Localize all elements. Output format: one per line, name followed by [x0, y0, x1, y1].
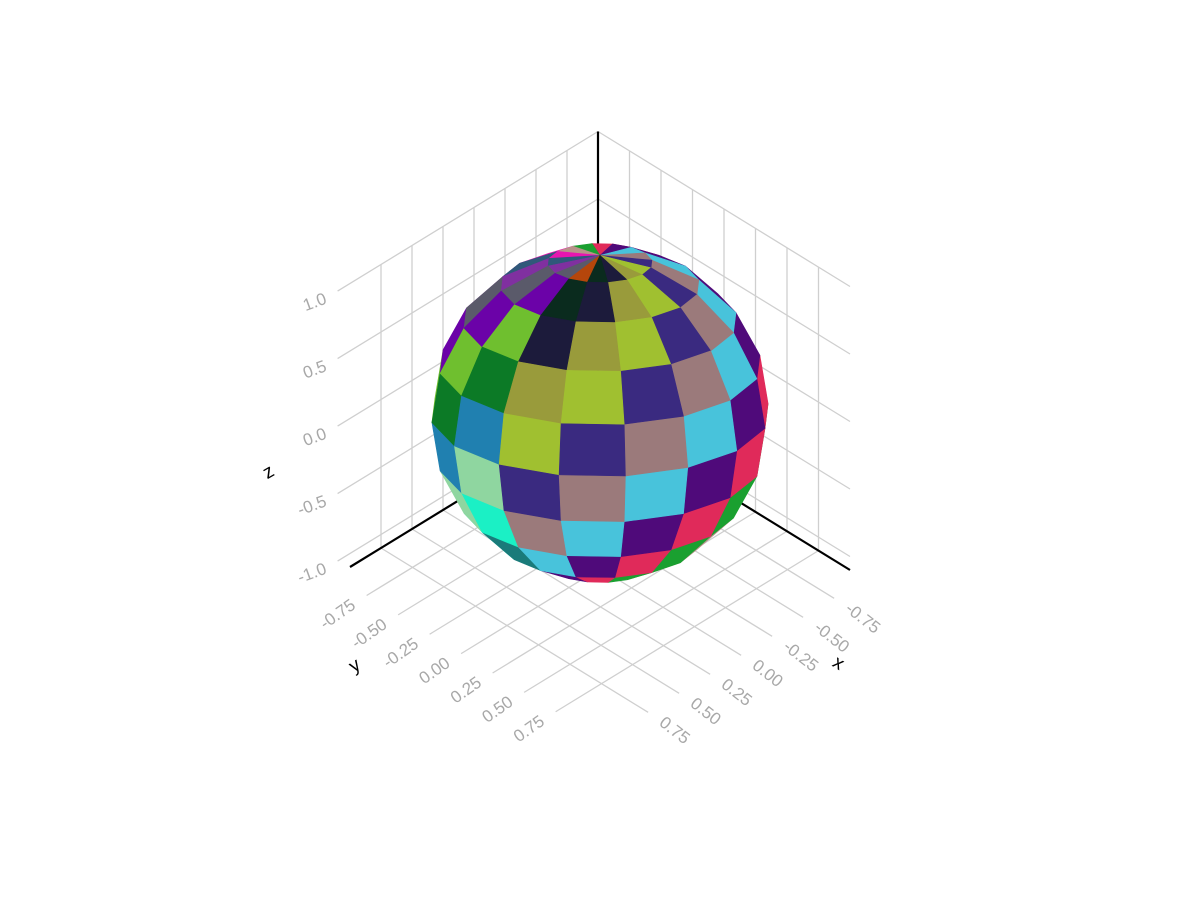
- x-tick-label: -0.25: [780, 637, 822, 676]
- y-tick-label: 0.00: [415, 653, 453, 688]
- wall-gridline-z: [337, 130, 599, 292]
- mesh-face: [623, 467, 689, 522]
- mesh-face: [623, 415, 689, 477]
- wall-gridline-z: [597, 198, 851, 355]
- wall-gridline-z: [337, 198, 599, 360]
- mesh-face: [566, 321, 621, 372]
- x-tick-label: 0.50: [687, 694, 725, 729]
- y-tick-label: 0.75: [510, 712, 548, 747]
- mesh-face: [558, 474, 626, 522]
- floor-gridline-x: [380, 547, 649, 713]
- x-tick-label: -0.50: [811, 618, 853, 657]
- sphere-mesh: [431, 243, 769, 583]
- mesh-face: [558, 422, 626, 477]
- mesh-face: [560, 520, 625, 557]
- mesh-face: [560, 370, 625, 425]
- x-tick-label: 0.00: [749, 656, 787, 691]
- z-tick-label: -0.5: [295, 492, 329, 520]
- z-tick-label: 0.0: [300, 424, 329, 450]
- y-axis-label: y: [345, 654, 365, 677]
- floor-gridline-x: [442, 509, 711, 675]
- z-tick-label: 1.0: [300, 289, 329, 315]
- floor-gridline-y: [492, 511, 756, 674]
- x-tick-label: 0.75: [656, 713, 694, 748]
- floor-gridline-x: [411, 528, 680, 694]
- y-tick-label: -0.50: [348, 615, 391, 653]
- wall-gridline-z: [597, 130, 851, 288]
- floor-gridline-y: [555, 550, 819, 713]
- floor-gridline-y: [523, 530, 788, 693]
- x-tick-label: -0.75: [842, 599, 884, 638]
- mesh-face: [498, 412, 562, 476]
- y-tick-label: 0.50: [478, 692, 516, 727]
- mesh-face: [575, 576, 616, 583]
- y-tick-label: 0.25: [447, 673, 485, 708]
- z-axis-label: z: [259, 461, 278, 484]
- mesh-face: [566, 555, 621, 578]
- z-tick-label: -1.0: [295, 559, 329, 587]
- z-tick-label: 0.5: [300, 357, 329, 383]
- y-tick-label: -0.25: [379, 634, 422, 672]
- x-axis-label: x: [829, 652, 849, 675]
- x-tick-label: 0.25: [718, 675, 756, 710]
- y-tick-label: -0.75: [316, 595, 359, 633]
